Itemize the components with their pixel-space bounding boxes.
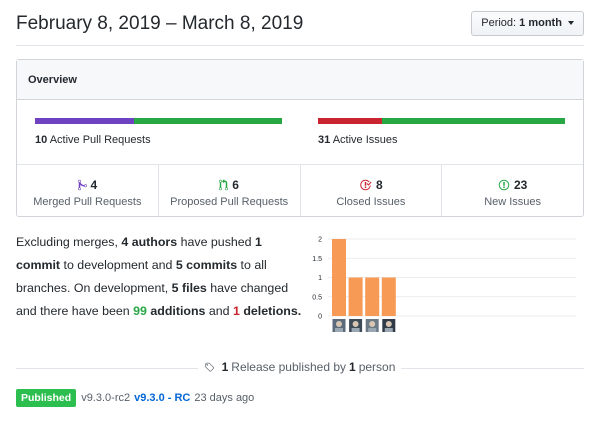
stat-proposed-pull-requests[interactable]: 6 Proposed Pull Requests — [159, 165, 301, 216]
pull-request-bar[interactable] — [35, 118, 282, 124]
summary-text: have pushed — [177, 235, 256, 249]
proposed-segment — [133, 118, 282, 124]
issue-closed-icon — [360, 179, 372, 191]
active-issues-count: 31 — [318, 134, 331, 146]
active-issues-label: Active Issues — [332, 134, 398, 146]
commit-bar — [381, 277, 396, 316]
overview-title: Overview — [17, 60, 583, 100]
release-count: 1 — [221, 360, 229, 374]
proposed-count: 6 — [232, 178, 239, 192]
author-avatar — [349, 319, 363, 332]
author-avatar — [332, 319, 346, 332]
all-branches-commits: 5 commits — [175, 258, 238, 272]
deletions-count: 1 — [233, 304, 240, 318]
release-text-end: person — [358, 360, 396, 374]
issue-opened-icon — [498, 179, 510, 191]
merged-segment — [35, 118, 134, 124]
overview-box: Overview 10 Active Pull Requests 31 Acti… — [16, 59, 584, 217]
active-pr-label: Active Pull Requests — [49, 134, 151, 146]
merged-count: 4 — [90, 178, 98, 192]
stat-closed-issues[interactable]: 8 Closed Issues — [301, 165, 443, 216]
proposed-label: Proposed Pull Requests — [170, 196, 289, 208]
period-prefix: Period: — [481, 17, 517, 29]
release-tag: v9.3.0-rc2 — [81, 392, 131, 404]
commit-bar — [332, 239, 346, 316]
release-summary: 1 Release published by 1 person — [197, 360, 402, 374]
new-segment — [382, 118, 565, 124]
issues-bar[interactable] — [318, 118, 565, 124]
y-tick-label: 1 — [318, 275, 322, 282]
caret-down-icon — [568, 21, 574, 26]
overview-bars: 10 Active Pull Requests 31 Active Issues — [17, 100, 583, 165]
release-people: 1 — [349, 360, 356, 374]
additions-count: 99 — [133, 304, 147, 318]
author-avatar — [382, 319, 396, 332]
commit-word: commit — [16, 258, 61, 272]
stat-merged-pull-requests[interactable]: 4 Merged Pull Requests — [17, 165, 159, 216]
commit-count: 1 — [255, 235, 262, 249]
closed-label: Closed Issues — [336, 196, 406, 208]
release-text-mid: Release published by — [231, 360, 347, 374]
new-count: 23 — [513, 178, 528, 192]
summary-text: have changed and there have been — [16, 281, 289, 318]
release-age: 23 days ago — [194, 392, 255, 404]
files-changed: 5 files — [171, 281, 207, 295]
tag-icon — [204, 362, 214, 372]
summary-text: to all branches. On development, — [16, 258, 267, 295]
period-select-button[interactable]: Period: 1 month — [471, 11, 584, 36]
period-header: February 8, 2019 – March 8, 2019 Period:… — [16, 0, 584, 46]
overview-stats: 4 Merged Pull Requests 6 Proposed Pull R… — [17, 165, 583, 216]
git-pull-request-icon — [219, 179, 229, 191]
summary-text: to development and — [60, 258, 176, 272]
active-pr-count: 10 — [35, 134, 48, 146]
deletions-word: deletions. — [239, 304, 302, 318]
summary-text: Excluding merges, — [16, 235, 122, 249]
period-value: 1 month — [519, 17, 562, 29]
y-tick-label: 1.5 — [312, 256, 322, 263]
period-title: February 8, 2019 – March 8, 2019 — [16, 13, 304, 34]
contribution-summary: Excluding merges, 4 authors have pushed … — [16, 231, 302, 323]
closed-count: 8 — [376, 178, 383, 192]
closed-segment — [318, 118, 383, 124]
summary-text: and — [205, 304, 233, 318]
y-tick-label: 0.5 — [312, 294, 322, 301]
release-item: Published v9.3.0-rc2 v9.3.0 - RC 23 days… — [16, 388, 254, 408]
author-avatar — [365, 319, 379, 332]
commit-bar — [348, 277, 363, 316]
y-tick-label: 2 — [318, 237, 322, 244]
release-link[interactable]: v9.3.0 - RC — [134, 392, 191, 404]
git-merge-icon — [77, 179, 87, 191]
additions-word: additions — [146, 304, 206, 318]
active-pull-requests-link[interactable]: 10 Active Pull Requests — [35, 134, 151, 146]
stat-new-issues[interactable]: 23 New Issues — [442, 165, 583, 216]
published-badge: Published — [16, 389, 77, 407]
active-issues-link[interactable]: 31 Active Issues — [318, 134, 398, 146]
new-label: New Issues — [484, 196, 542, 208]
commit-bar — [365, 277, 380, 316]
y-tick-label: 0 — [318, 314, 322, 321]
commits-by-author-chart: 2 1.5 1 0.5 0 — [312, 237, 576, 332]
merged-label: Merged Pull Requests — [33, 196, 142, 208]
authors-count: 4 authors — [121, 235, 178, 249]
